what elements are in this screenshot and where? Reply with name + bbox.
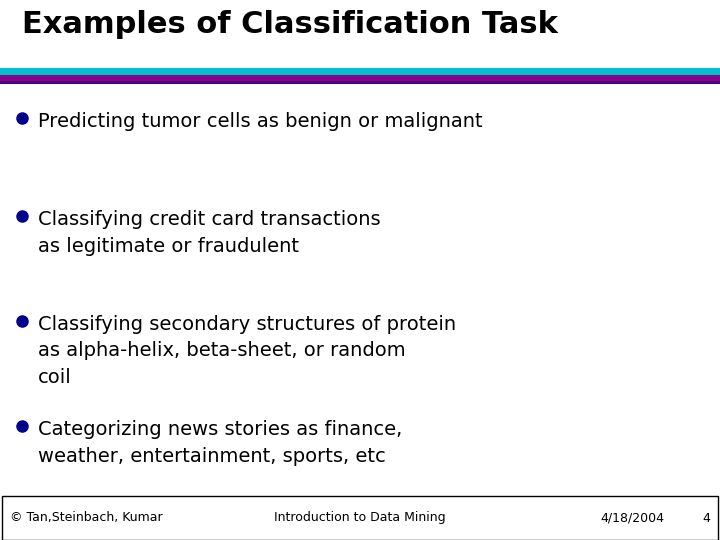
Bar: [0, 81, 720, 84]
Text: © Tan,Steinbach, Kumar: © Tan,Steinbach, Kumar: [10, 511, 163, 524]
Text: Classifying credit card transactions
as legitimate or fraudulent: Classifying credit card transactions as …: [38, 210, 381, 255]
Text: Categorizing news stories as finance,
weather, entertainment, sports, etc: Categorizing news stories as finance, we…: [38, 420, 402, 465]
Bar: [0, 68, 720, 75]
Bar: [2, 496, 718, 540]
Text: Predicting tumor cells as benign or malignant: Predicting tumor cells as benign or mali…: [38, 112, 482, 131]
Text: Examples of Classification Task: Examples of Classification Task: [22, 10, 558, 39]
Text: Classifying secondary structures of protein
as alpha-helix, beta-sheet, or rando: Classifying secondary structures of prot…: [38, 315, 456, 387]
Text: 4: 4: [702, 511, 710, 524]
Text: 4/18/2004: 4/18/2004: [600, 511, 664, 524]
Bar: [0, 75, 720, 81]
Text: Introduction to Data Mining: Introduction to Data Mining: [274, 511, 446, 524]
